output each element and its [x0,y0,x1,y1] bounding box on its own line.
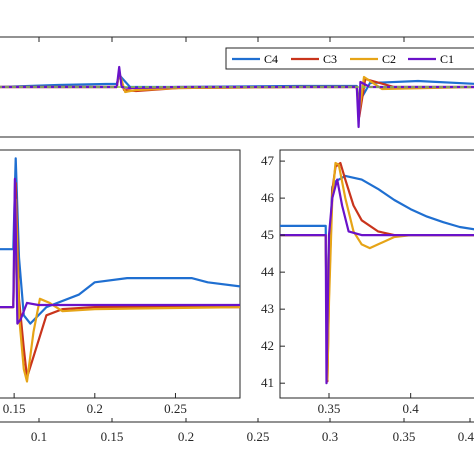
legend-label-c4: C4 [264,52,278,66]
series-c4-line [280,174,474,374]
series-c4-line [0,157,240,325]
series-c3-line [280,161,474,383]
series-c2-line [0,71,474,114]
top-ticks-group [38,37,405,42]
right-y-tick-label: 42 [261,338,274,353]
top-axes-box [0,36,474,138]
left-ticks-group: 0.15 0.2 0.25 [3,393,187,416]
right-y-tick-label: 41 [261,375,274,390]
legend-label-c1: C1 [440,52,454,66]
bottom-tick-label: 0.1 [31,429,47,444]
bottom-tick-label: 0.4 [458,429,474,444]
right-y-tick-label: 46 [261,190,275,205]
legend: C4 C3 C2 C1 [225,47,474,70]
right-series-group [280,161,474,385]
series-c2-line [0,198,240,383]
right-y-tick-label: 44 [261,264,275,279]
right-zoom-panel: 0.35 0.4 41 42 43 44 45 46 47 [261,149,474,416]
bottom-tick-label: 0.25 [247,429,270,444]
right-y-tick-label: 45 [261,227,274,242]
left-x-tick-label: 0.2 [87,401,103,416]
bottom-tick-label: 0.3 [322,429,338,444]
left-series-group [0,157,240,383]
legend-label-c2: C2 [382,52,396,66]
series-c3-line [0,70,474,119]
bottom-tick-label: 0.35 [393,429,416,444]
bottom-tick-label: 0.2 [178,429,194,444]
right-x-tick-label: 0.4 [403,401,420,416]
right-axes-box [279,149,474,399]
left-x-tick-label: 0.15 [3,401,26,416]
series-c1-line [0,65,474,129]
top-series-group [0,65,474,129]
series-c1-line [0,177,240,325]
right-x-tick-label: 0.35 [318,401,341,416]
series-c1-line [280,178,474,385]
right-ticks-group: 0.35 0.4 41 42 43 44 45 46 47 [261,153,419,416]
left-zoom-panel: 0.15 0.2 0.25 [0,149,241,416]
legend-label-c3: C3 [323,52,337,66]
left-axes-box [0,149,241,399]
right-y-tick-label: 43 [261,301,274,316]
bottom-tick-label: 0.15 [101,429,124,444]
left-x-tick-label: 0.25 [164,401,187,416]
bottom-axis: 0.1 0.15 0.2 0.25 0.3 0.35 0.4 [0,418,474,444]
right-y-tick-label: 47 [261,153,275,168]
top-overview-panel: C4 C3 C2 C1 [0,36,474,138]
series-c2-line [280,161,474,381]
